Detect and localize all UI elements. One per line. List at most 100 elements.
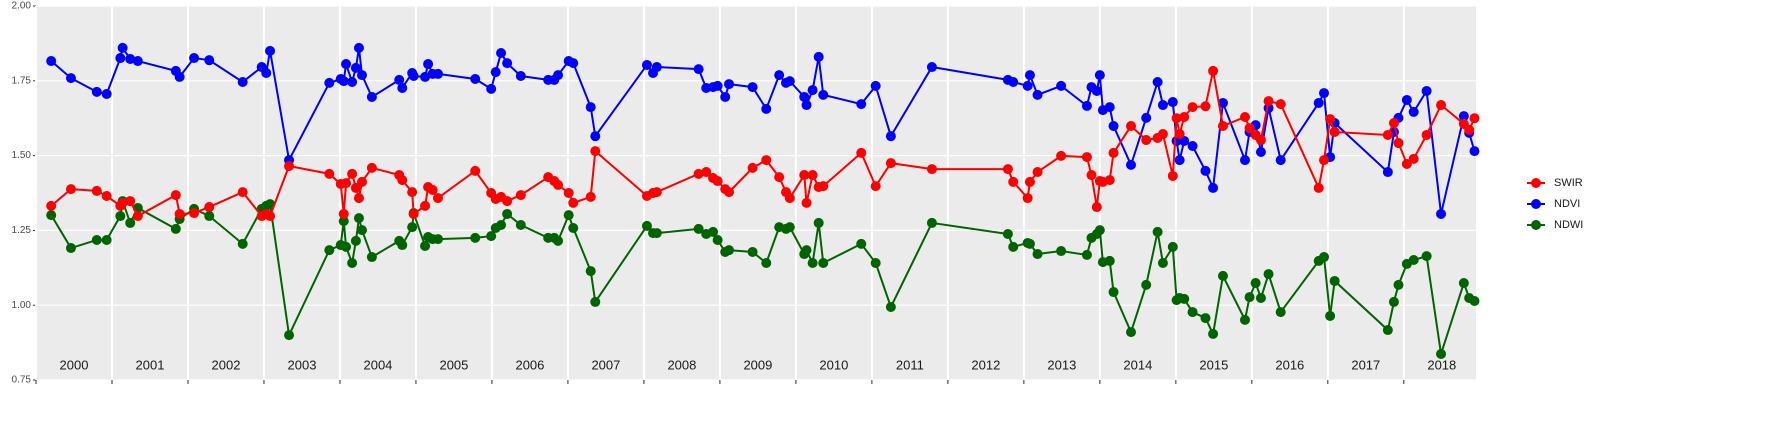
data-point xyxy=(170,223,181,234)
data-point xyxy=(65,184,76,195)
data-point xyxy=(432,234,443,245)
data-point xyxy=(350,235,361,246)
data-point xyxy=(818,89,829,100)
data-point xyxy=(1152,226,1163,237)
x-tick-label: 2002 xyxy=(212,357,241,372)
data-point xyxy=(1167,170,1178,181)
data-point xyxy=(1239,314,1250,325)
data-point xyxy=(784,193,795,204)
data-point xyxy=(1200,165,1211,176)
data-point xyxy=(1171,113,1182,124)
data-point xyxy=(1081,100,1092,111)
data-point xyxy=(353,193,364,204)
data-point xyxy=(563,210,574,221)
data-point xyxy=(1141,279,1152,290)
data-point xyxy=(125,217,136,228)
data-point xyxy=(420,71,431,82)
data-point xyxy=(1126,159,1137,170)
data-point xyxy=(563,188,574,198)
data-point xyxy=(724,245,735,256)
data-point xyxy=(1167,97,1178,108)
data-point xyxy=(1382,325,1393,336)
data-point xyxy=(366,91,377,102)
data-point xyxy=(407,187,418,198)
data-point xyxy=(356,70,367,81)
data-point xyxy=(1200,101,1211,112)
data-point xyxy=(1126,327,1137,338)
data-point xyxy=(237,238,248,249)
data-point xyxy=(747,162,758,173)
legend-marker xyxy=(1531,178,1541,188)
data-point xyxy=(132,211,143,222)
data-point xyxy=(1032,89,1043,100)
data-point xyxy=(470,74,481,85)
data-point xyxy=(1032,249,1043,260)
data-point xyxy=(1239,112,1250,123)
data-point xyxy=(353,213,364,224)
data-point xyxy=(693,168,704,179)
y-tick-label: 2.00 xyxy=(12,1,32,12)
y-tick-label: 1.75 xyxy=(12,75,32,86)
data-point xyxy=(407,222,418,233)
x-tick-label: 2014 xyxy=(1123,357,1152,372)
legend-label: NDWI xyxy=(1554,219,1583,231)
data-point xyxy=(641,59,652,70)
data-point xyxy=(651,187,662,198)
data-point xyxy=(1319,155,1330,166)
data-point xyxy=(101,234,112,245)
data-point xyxy=(125,196,136,207)
data-point xyxy=(553,70,564,81)
data-point xyxy=(1393,279,1404,290)
data-point xyxy=(1022,193,1033,204)
data-point xyxy=(1091,85,1102,96)
data-point xyxy=(1141,135,1152,146)
data-point xyxy=(1401,158,1412,169)
data-point xyxy=(324,245,335,256)
data-point xyxy=(356,176,367,187)
data-point xyxy=(1393,138,1404,149)
data-point xyxy=(1319,88,1330,99)
data-point xyxy=(1329,275,1340,286)
data-point xyxy=(1469,113,1480,124)
data-point xyxy=(237,76,248,87)
data-point xyxy=(1217,97,1228,108)
data-point xyxy=(774,172,785,183)
data-point xyxy=(350,62,361,73)
data-point xyxy=(568,58,579,69)
data-point xyxy=(515,190,526,201)
data-point xyxy=(1217,270,1228,281)
data-point xyxy=(1208,65,1219,76)
data-point xyxy=(1056,150,1067,161)
data-point xyxy=(724,79,735,90)
data-point xyxy=(204,211,215,222)
data-point xyxy=(338,216,349,227)
data-point xyxy=(432,193,443,204)
data-point xyxy=(1008,176,1019,187)
data-point xyxy=(585,102,596,113)
data-point xyxy=(1022,80,1033,91)
data-point xyxy=(170,190,181,201)
data-point xyxy=(1094,70,1105,81)
data-point xyxy=(347,76,358,87)
data-point xyxy=(1002,228,1013,239)
data-point xyxy=(324,77,335,88)
data-point xyxy=(1174,155,1185,166)
data-point xyxy=(347,258,358,269)
data-point xyxy=(1469,146,1480,157)
data-point xyxy=(590,131,601,142)
data-point xyxy=(1458,278,1469,289)
data-point xyxy=(1179,112,1190,123)
data-point xyxy=(101,88,112,99)
y-tick-label: 1.00 xyxy=(12,300,32,311)
data-point xyxy=(1187,102,1198,113)
data-point xyxy=(420,240,431,251)
data-point xyxy=(1108,287,1119,298)
data-point xyxy=(926,62,937,73)
data-point xyxy=(1313,182,1324,193)
data-point xyxy=(397,82,408,93)
data-point xyxy=(1263,96,1274,107)
data-point xyxy=(761,258,772,269)
y-tick-label: 1.50 xyxy=(12,150,32,161)
data-point xyxy=(1325,310,1336,321)
data-point xyxy=(265,45,276,56)
